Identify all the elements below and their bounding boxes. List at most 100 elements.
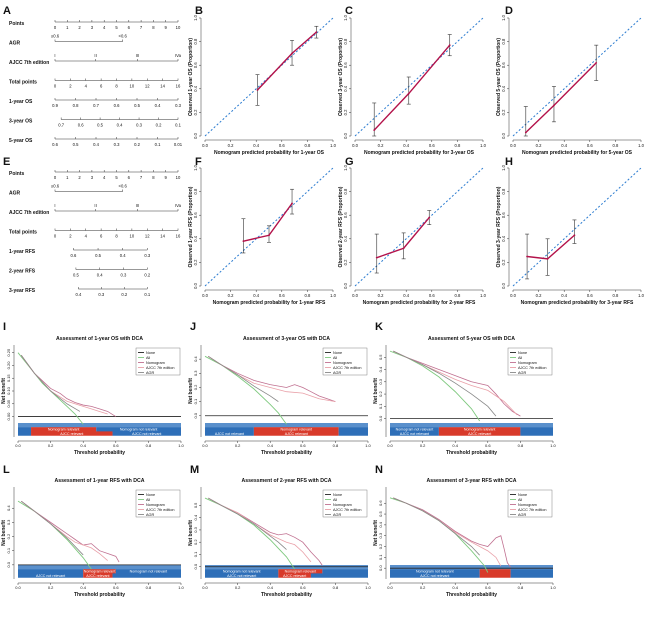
x-tick-label: 0.6 — [587, 143, 593, 148]
y-tick-label: 0.8 — [193, 188, 198, 194]
nomogram-tick-label: 6 — [128, 175, 131, 180]
y-tick-label: 0.3 — [193, 526, 198, 532]
dca-title: Assessment of 2-year RFS with DCA — [242, 478, 332, 484]
relevance-band-blue — [18, 569, 84, 574]
calibration-point — [256, 89, 259, 91]
nomogram-row-label: 5-year OS — [9, 138, 33, 144]
legend-label: Nomogram — [333, 503, 352, 507]
x-tick-label: 0.2 — [228, 293, 234, 298]
x-tick-label: 0.6 — [113, 585, 119, 590]
nomogram-tick-label: 4 — [103, 25, 106, 30]
relevance-band-blue — [115, 569, 181, 574]
x-tick-label: 0.4 — [403, 143, 409, 148]
x-tick-label: 0.2 — [48, 443, 54, 448]
nomogram-tick-label: 0 — [54, 175, 57, 180]
nomogram-tick-label: III — [136, 203, 140, 208]
dca-title: Assessment of 1-year OS with DCA — [56, 336, 143, 342]
calibration-plot-c: 0.0 0.0 0.2 0.2 0.4 0.4 0.6 0.6 0.8 0.8 1.0 1.0 Nomo… — [338, 14, 487, 156]
relevance-band-label: Nomogram not relevant — [416, 570, 454, 574]
legend-label: All — [146, 498, 150, 502]
nomogram-tick-label: 0.5 — [95, 253, 101, 258]
relevance-band-label: Nomogram not relevant — [223, 570, 261, 574]
calibration-point — [315, 31, 318, 34]
x-tick-label: 0.0 — [352, 143, 358, 148]
y-tick-label: 0.4 — [193, 356, 198, 362]
series-agr-line — [208, 497, 287, 550]
relevance-band-red — [438, 431, 521, 436]
nomogram-tick-label: 3 — [91, 175, 94, 180]
nomogram-tick-label: 8 — [152, 25, 155, 30]
nomogram-tick-label: 0.1 — [155, 142, 161, 147]
relevance-band-label: AJCC not relevant — [420, 574, 449, 578]
relevance-band-blue — [18, 423, 181, 428]
nomogram-tick-label: ≥0.6 — [51, 34, 60, 39]
calibration-plot-f: 0.0 0.0 0.2 0.2 0.4 0.4 0.6 0.6 0.8 0.8 1.0 1.0 Nomo… — [188, 164, 337, 306]
panel-label-b: B — [195, 5, 203, 17]
series-ajcc-line — [20, 354, 108, 415]
relevance-band-blue — [18, 565, 181, 570]
nomogram-tick-label: 6 — [128, 25, 131, 30]
x-tick-label: 0.2 — [378, 293, 384, 298]
y-tick-label: 0.4 — [343, 85, 348, 91]
y-tick-label: 0.6 — [193, 62, 198, 68]
panel-label-j: J — [190, 321, 196, 333]
calibration-point — [573, 234, 576, 237]
x-tick-label: 0.0 — [15, 443, 21, 448]
calibration-plot-g: 0.0 0.0 0.2 0.2 0.4 0.4 0.6 0.6 0.8 0.8 1.0 1.0 Nomo… — [338, 164, 487, 306]
x-tick-label: 0.8 — [518, 443, 524, 448]
relevance-band-red — [479, 569, 511, 574]
x-tick-label: 0.8 — [304, 143, 310, 148]
panel-label-c: C — [345, 5, 353, 17]
relevance-band-label: AJCC not relevant — [36, 574, 65, 578]
relevance-band-blue — [510, 573, 553, 578]
dca-plot-i: Assessment of 1-year OS with DCA 0.0 0.2 0.… — [1, 336, 185, 456]
y-tick-label: 0.20 — [6, 361, 11, 370]
nomogram-tick-label: 0.9 — [52, 103, 58, 108]
relevance-band-label: AJCC relevant — [86, 574, 109, 578]
relevance-band-red — [278, 573, 311, 578]
legend-label: Nomogram — [333, 361, 352, 365]
x-tick-label: 1.0 — [330, 143, 336, 148]
nomogram-tick-label: IVa — [175, 53, 182, 58]
legend-label: AGR — [518, 371, 526, 375]
x-tick-label: 0.0 — [510, 293, 516, 298]
relevance-band-blue — [205, 565, 368, 570]
relevance-band-blue — [510, 569, 553, 574]
nomogram-tick-label: 16 — [176, 234, 181, 239]
y-tick-label: 0.4 — [6, 505, 11, 511]
panel-label-i: I — [3, 321, 6, 333]
nomogram-tick-label: 6 — [100, 234, 103, 239]
y-tick-label: 0.6 — [378, 500, 383, 506]
nomogram-row-label: 2-year RFS — [9, 269, 36, 275]
legend-label: AJCC 7th edition — [146, 366, 175, 370]
legend-label: AGR — [333, 371, 341, 375]
nomogram-tick-label: 0.5 — [97, 123, 103, 128]
y-tick-label: 0.05 — [6, 399, 11, 408]
nomogram-tick-label: 0.2 — [144, 273, 150, 278]
relevance-band-blue — [390, 431, 439, 436]
series-nomogram-line — [393, 497, 511, 568]
series-all-line — [389, 350, 481, 422]
relevance-band-blue — [205, 431, 254, 436]
dca-plot-n: Assessment of 3-year RFS with DCA 0.0 0.2 0… — [373, 478, 557, 598]
nomogram-row-label: Total points — [9, 230, 37, 236]
x-tick-label: 1.0 — [330, 293, 336, 298]
x-tick-label: 0.8 — [304, 293, 310, 298]
y-tick-label: 0.2 — [193, 109, 198, 115]
y-tick-label: 0.0 — [193, 132, 198, 138]
x-tick-label: 0.6 — [429, 143, 435, 148]
x-tick-label: 0.6 — [279, 143, 285, 148]
relevance-band-blue — [112, 573, 181, 578]
calibration-plot-d: 0.0 0.0 0.2 0.2 0.4 0.4 0.6 0.6 0.8 0.8 1.0 1.0 Nomo… — [496, 14, 645, 156]
legend-label: Nomogram — [518, 503, 537, 507]
x-tick-label: 1.0 — [550, 443, 556, 448]
y-tick-label: 0.2 — [501, 259, 506, 265]
y-tick-label: 0.0 — [193, 282, 198, 288]
relevance-band-blue — [390, 569, 480, 574]
legend-label: None — [333, 351, 342, 355]
x-tick-label: 0.8 — [454, 143, 460, 148]
nomogram-tick-label: 7 — [140, 25, 143, 30]
nomogram-tick-label: 10 — [176, 25, 181, 30]
